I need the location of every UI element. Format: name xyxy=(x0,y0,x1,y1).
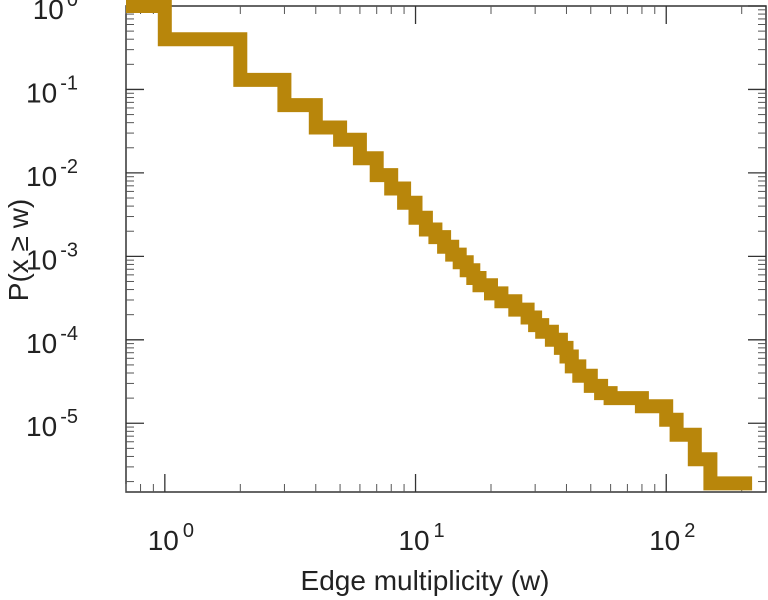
tick-labels: 10 0 10 1 10 2 10 0 10 -1 10 -2 10 -3 10 -4 10 -5 xyxy=(26,0,695,556)
y-tick-label: 10 0 xyxy=(33,0,78,25)
plot-frame xyxy=(125,5,767,493)
x-tick-label: 10 1 xyxy=(398,520,444,556)
x-axis-label: Edge multiplicity (w) xyxy=(301,565,550,596)
y-tick-label: 10 -4 xyxy=(26,323,78,359)
y-tick-label: 10 -2 xyxy=(26,156,78,192)
y-tick-label: 10 -3 xyxy=(26,239,78,275)
minor-ticks xyxy=(125,6,766,492)
y-tick-label: 10 -5 xyxy=(26,406,78,442)
x-tick-label: 10 2 xyxy=(649,520,695,556)
y-axis-label: P(x ≥ w) xyxy=(3,199,34,301)
x-tick-label: 10 0 xyxy=(148,520,194,556)
data-layer xyxy=(125,0,753,491)
ccdf-step-line xyxy=(126,0,753,491)
y-tick-label: 10 -1 xyxy=(26,72,78,108)
